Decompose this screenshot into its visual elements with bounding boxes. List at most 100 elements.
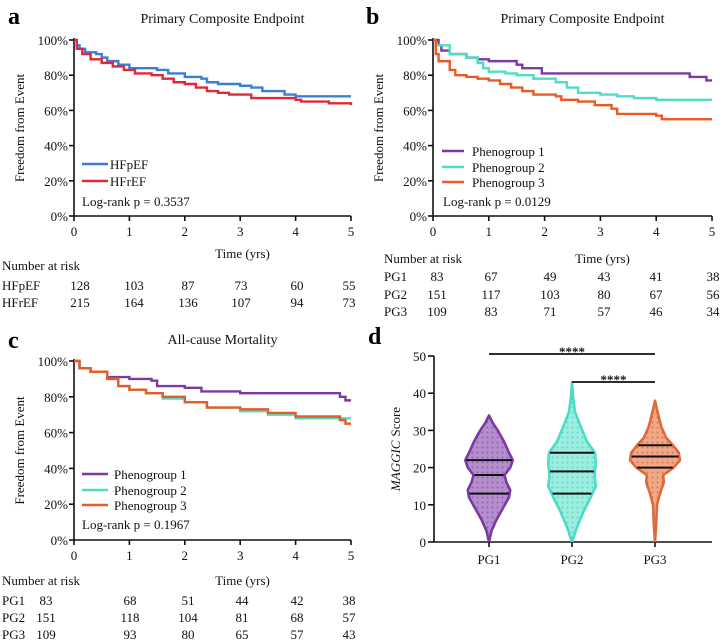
x-tick-label: 2 bbox=[541, 224, 548, 239]
y-tick-label: 60% bbox=[44, 426, 68, 441]
y-tick-label: 0% bbox=[51, 533, 69, 548]
risk-value: 73 bbox=[235, 278, 248, 293]
km-curve-phenogroup-2 bbox=[433, 38, 712, 102]
km-curve-phenogroup-3 bbox=[74, 359, 351, 425]
panel-c: c All-cause Mortality 0% 20% 40% 60% 80% 100% 0 1… bbox=[2, 328, 356, 642]
x-tick-label: 2 bbox=[182, 224, 189, 239]
risk-value: 57 bbox=[343, 610, 357, 625]
risk-value: 42 bbox=[291, 593, 304, 608]
x-tick-label: 5 bbox=[348, 224, 355, 239]
x-tick-label: PG1 bbox=[477, 552, 500, 567]
x-tick-label: 3 bbox=[597, 224, 604, 239]
x-tick-label: 5 bbox=[348, 548, 355, 563]
risk-row-label: PG3 bbox=[2, 627, 25, 642]
x-tick-label: 4 bbox=[292, 224, 299, 239]
x-tick-label: 3 bbox=[237, 548, 244, 563]
x-tick-label: 5 bbox=[709, 224, 716, 239]
y-tick-label: 0 bbox=[420, 535, 427, 550]
x-tick-label: 4 bbox=[292, 548, 299, 563]
panel-letter: c bbox=[8, 328, 19, 354]
legend-label: HFrEF bbox=[110, 174, 146, 189]
panel-letter: d bbox=[368, 324, 382, 350]
risk-row-label: HFrEF bbox=[2, 295, 38, 310]
legend-label: Phenogroup 2 bbox=[472, 160, 545, 175]
risk-value: 73 bbox=[343, 295, 356, 310]
chart-title: All-cause Mortality bbox=[167, 333, 277, 348]
x-tick-label: 1 bbox=[126, 224, 133, 239]
panel-a: a Primary Composite Endpoint 0% 20% 40% 60% 80… bbox=[2, 4, 356, 310]
risk-value: 118 bbox=[120, 610, 139, 625]
risk-value: 68 bbox=[291, 610, 304, 625]
legend-label: Phenogroup 1 bbox=[472, 144, 545, 159]
risk-value: 67 bbox=[485, 269, 499, 284]
risk-value: 94 bbox=[291, 295, 305, 310]
x-tick-label: 1 bbox=[126, 548, 133, 563]
risk-table-header: Number at risk bbox=[2, 573, 80, 588]
risk-value: 46 bbox=[650, 304, 664, 319]
risk-value: 38 bbox=[707, 269, 720, 284]
panel-letter: b bbox=[366, 4, 379, 30]
risk-value: 41 bbox=[650, 269, 663, 284]
y-tick-label: 10 bbox=[413, 498, 426, 513]
y-tick-label: 20% bbox=[44, 497, 68, 512]
log-rank-annotation: Log-rank p = 0.1967 bbox=[82, 517, 190, 532]
legend-label: Phenogroup 1 bbox=[114, 467, 187, 482]
km-curve-phenogroup-1 bbox=[433, 38, 712, 82]
risk-value: 81 bbox=[236, 610, 249, 625]
risk-row-label: PG2 bbox=[384, 287, 407, 302]
y-axis-label: Freedom from Event bbox=[12, 396, 27, 505]
risk-value: 136 bbox=[178, 295, 198, 310]
legend-label: HFpEF bbox=[110, 157, 148, 172]
risk-row-label: PG2 bbox=[2, 610, 25, 625]
y-tick-label: 20 bbox=[413, 461, 426, 476]
x-tick-label: 1 bbox=[486, 224, 493, 239]
risk-value: 57 bbox=[291, 627, 305, 642]
x-axis-label: Time (yrs) bbox=[215, 573, 270, 588]
figure-layer: a Primary Composite Endpoint0%20%40%60%80… bbox=[2, 4, 720, 642]
risk-value: 49 bbox=[544, 269, 557, 284]
risk-value: 83 bbox=[40, 593, 53, 608]
x-tick-label: 2 bbox=[182, 548, 189, 563]
legend-label: Phenogroup 3 bbox=[114, 498, 187, 513]
risk-row-label: HFpEF bbox=[2, 278, 40, 293]
y-tick-label: 30 bbox=[413, 423, 426, 438]
risk-value: 51 bbox=[182, 593, 195, 608]
x-tick-label: PG3 bbox=[643, 552, 666, 567]
y-axis-label-rest: Score bbox=[388, 407, 403, 437]
risk-value: 43 bbox=[598, 269, 611, 284]
log-rank-annotation: Log-rank p = 0.0129 bbox=[443, 194, 551, 209]
x-tick-label: 0 bbox=[71, 548, 78, 563]
risk-value: 80 bbox=[598, 287, 611, 302]
risk-value: 107 bbox=[231, 295, 251, 310]
violin-points bbox=[630, 400, 680, 542]
risk-value: 128 bbox=[70, 278, 90, 293]
y-tick-label: 40 bbox=[413, 386, 426, 401]
risk-value: 83 bbox=[485, 304, 498, 319]
risk-row-label: PG1 bbox=[2, 593, 25, 608]
km-curve-phenogroup-1 bbox=[74, 359, 351, 402]
risk-value: 80 bbox=[182, 627, 195, 642]
y-tick-label: 80% bbox=[44, 68, 68, 83]
risk-value: 43 bbox=[343, 627, 356, 642]
y-tick-label: 80% bbox=[403, 68, 427, 83]
y-tick-label: 40% bbox=[403, 139, 427, 154]
y-tick-label: 40% bbox=[44, 139, 68, 154]
risk-table-header: Number at risk bbox=[2, 258, 80, 273]
y-tick-label: 0% bbox=[410, 209, 428, 224]
risk-value: 71 bbox=[544, 304, 557, 319]
risk-table-header: Number at risk bbox=[384, 251, 462, 266]
risk-value: 55 bbox=[343, 278, 356, 293]
risk-value: 83 bbox=[431, 269, 444, 284]
risk-value: 151 bbox=[427, 287, 447, 302]
significance-stars: **** bbox=[601, 372, 627, 387]
y-axis-label-italic: MAGGIC bbox=[388, 440, 403, 492]
risk-value: 117 bbox=[481, 287, 501, 302]
axes bbox=[73, 38, 351, 217]
chart-title: Primary Composite Endpoint bbox=[500, 12, 664, 27]
x-tick-label: 0 bbox=[71, 224, 78, 239]
risk-value: 93 bbox=[124, 627, 137, 642]
legend-label: Phenogroup 3 bbox=[472, 175, 545, 190]
y-tick-label: 60% bbox=[403, 103, 427, 118]
y-tick-label: 100% bbox=[38, 33, 69, 48]
